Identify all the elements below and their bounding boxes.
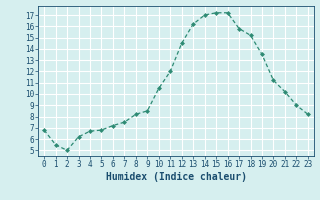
X-axis label: Humidex (Indice chaleur): Humidex (Indice chaleur) [106,172,246,182]
